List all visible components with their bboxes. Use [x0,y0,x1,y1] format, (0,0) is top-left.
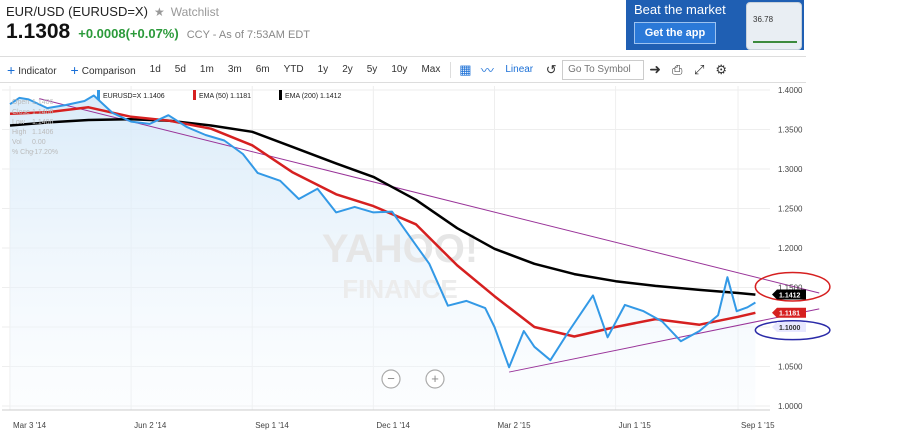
ohlc-label: High [12,129,27,136]
ohlc-label: Open [12,99,29,106]
reset-icon[interactable]: ↺ [545,61,557,77]
x-tick-label: Jun 2 '14 [134,421,167,430]
chart-area[interactable]: YAHOO! FINANCE 1.4000 1.3500 1.3000 1.2500 1.2… [0,84,901,445]
price-tag-label: 1.1000 [779,325,801,332]
x-tick-label: Dec 1 '14 [376,421,410,430]
price-chart[interactable]: YAHOO!FINANCE 1.4000 1.3500 1.3000 1.2500 1.2… [0,84,901,445]
y-tick-label: 1.3500 [778,125,803,134]
indicator-button[interactable]: + Indicator [0,62,64,78]
price-change: +0.0008(+0.07%) [78,26,179,41]
x-tick-label: Sep 1 '14 [255,421,289,430]
series-line-0[interactable] [9,94,756,369]
price-tag: 1.1000 [772,322,806,333]
go-arrow-icon[interactable]: ➜ [649,61,662,77]
price-tag-shape [772,307,806,318]
range-6m[interactable]: 6m [255,64,270,75]
legend-swatch [193,90,196,100]
price-tag-shape [772,322,806,333]
annotation-ellipse-0 [754,271,831,302]
phone-graph [753,29,797,43]
ohlc-value: 1.1406 [32,129,54,136]
as-of-time: CCY - As of 7:53AM EDT [186,29,310,41]
zoom-in-icon-glyph[interactable]: + [431,371,439,386]
legend-label: EMA (50) 1.1181 [199,93,251,100]
gear-icon[interactable]: ⚙ [715,61,727,77]
legend-label: EMA (200) 1.1412 [285,93,342,100]
ohlc-label: Low [12,119,26,126]
range-ytd[interactable]: YTD [283,64,304,75]
expand-icon[interactable]: ⤢ [693,61,705,77]
series-line-2[interactable] [9,117,756,296]
comparison-label: Comparison [81,65,136,77]
trend-line [39,98,820,294]
plus-icon: + [7,61,16,78]
chart-type-icon[interactable]: 〰 [480,63,494,78]
star-icon[interactable]: ★ [153,4,165,19]
ohlc-value: -17.20% [32,149,58,156]
phone-value: 36.78 [753,15,774,24]
range-10y[interactable]: 10y [391,64,408,75]
app-ad-banner[interactable]: Beat the market Get the app 36.78 [626,0,804,50]
last-price: 1.1308 [6,20,71,43]
ohlc-value: 1.1406 [32,109,54,116]
price-tag: 1.1181 [772,307,806,318]
zoom-out-icon-glyph[interactable]: − [387,371,395,386]
y-tick-label: 1.0000 [778,402,803,411]
ohlc-value: 1.1406 [32,99,54,106]
range-2y[interactable]: 2y [342,64,353,75]
zoom-out-icon[interactable] [381,369,401,389]
print-icon[interactable]: ⎙ [671,61,683,77]
range-max[interactable]: Max [421,64,441,75]
symbol-search-input[interactable] [562,59,645,80]
watchlist-link[interactable]: Watchlist [170,4,219,19]
ohlc-label: Close [12,109,30,116]
ohlc-value: 1.1406 [32,119,54,126]
legend-swatch [97,90,100,100]
toolbar-divider [450,61,452,78]
indicator-label: Indicator [18,65,57,77]
calendar-icon[interactable]: ▦ [459,61,472,77]
price-tag-shape [772,289,806,300]
y-tick-label: 1.4000 [778,86,803,95]
ohlc-value: 0.00 [32,139,46,146]
symbol-title: EUR/USD (EURUSD=X) [6,4,148,19]
x-tick-label: Mar 2 '15 [497,421,531,430]
comparison-button[interactable]: + Comparison [64,62,143,78]
zoom-in-icon[interactable] [425,369,445,389]
scale-toggle[interactable]: Linear [505,64,534,75]
ohlc-label: % Chg [12,149,33,156]
legend-swatch [279,90,282,100]
y-tick-label: 1.3000 [778,165,803,174]
ohlc-label: Vol [12,139,22,146]
legend-label: EURUSD=X 1.1406 [103,93,165,100]
x-tick-label: Jun 1 '15 [619,421,652,430]
range-1m[interactable]: 1m [199,64,214,75]
watermark-logo: YAHOO! [322,227,478,271]
range-5d[interactable]: 5d [174,64,186,75]
range-3m[interactable]: 3m [227,64,242,75]
y-tick-label: 1.1500 [778,284,803,293]
x-tick-label: Sep 1 '15 [741,421,775,430]
watermark-subtitle: FINANCE [342,274,458,304]
y-tick-label: 1.2500 [778,204,803,213]
quote-header: EUR/USD (EURUSD=X) ★ Watchlist 1.1308 +0… [0,0,901,55]
chart-toolbar: + Indicator + Comparison 1d 5d 1m 3m 6m YT… [0,56,806,83]
range-5y[interactable]: 5y [366,64,378,75]
y-tick-label: 1.0500 [778,363,803,372]
price-tag: 1.1412 [772,289,806,300]
y-tick-label: 1.2000 [778,244,803,253]
range-1d[interactable]: 1d [149,64,161,75]
ad-headline: Beat the market [634,2,726,17]
trend-line [509,308,820,373]
price-tag-label: 1.1412 [779,292,801,299]
get-app-button[interactable]: Get the app [634,22,716,44]
annotation-ellipse-1 [754,319,831,341]
price-tag-label: 1.1181 [779,311,800,318]
plus-icon: + [70,61,79,78]
phone-image: 36.78 [746,2,802,50]
x-tick-label: Mar 3 '14 [13,421,47,430]
range-1y[interactable]: 1y [317,64,329,75]
